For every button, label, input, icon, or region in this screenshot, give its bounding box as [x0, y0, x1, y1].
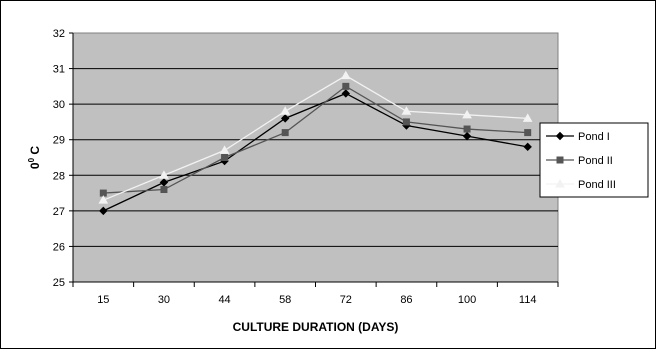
data-point	[462, 131, 472, 141]
y-tick-label: 31	[53, 64, 65, 76]
y-tick-label: 30	[53, 99, 65, 111]
legend-item: Pond III	[546, 178, 616, 191]
y-tick-label: 27	[53, 206, 65, 218]
x-tick-label: 114	[519, 294, 537, 306]
data-point	[99, 189, 107, 197]
data-point	[342, 82, 350, 90]
series-3	[98, 70, 533, 204]
data-point	[463, 125, 471, 133]
x-tick-label: 100	[458, 294, 476, 306]
legend-marker	[555, 131, 565, 141]
y-axis-title: 00 C	[27, 146, 42, 169]
y-tick-label: 26	[53, 241, 65, 253]
data-point	[160, 186, 168, 194]
data-point	[402, 118, 410, 126]
series-1	[99, 89, 532, 216]
data-point	[280, 106, 291, 115]
series-layer	[98, 70, 533, 216]
x-tick-label: 15	[97, 294, 109, 306]
legend-label: Pond II	[578, 155, 613, 167]
data-point	[341, 89, 351, 98]
series-line	[103, 85, 528, 194]
data-point	[523, 142, 532, 152]
y-axis-title-unit: C	[28, 146, 42, 158]
series-line	[103, 92, 528, 212]
x-tick-label: 58	[279, 294, 291, 306]
data-point	[219, 145, 230, 154]
x-tick-label: 86	[400, 294, 412, 306]
y-axis-title-superscript: 0	[27, 157, 36, 162]
data-point	[281, 129, 289, 137]
legend: Pond I Pond II Pond III	[539, 122, 649, 198]
x-axis-title: CULTURE DURATION (DAYS)	[233, 320, 399, 334]
legend-marker	[556, 156, 564, 164]
legend-item: Pond II	[546, 155, 613, 167]
y-tick-label: 29	[53, 135, 65, 147]
series-2	[99, 82, 532, 197]
data-point	[401, 106, 412, 115]
data-point	[524, 129, 532, 137]
data-point	[98, 195, 109, 204]
data-point	[522, 113, 533, 122]
y-tick-label: 25	[53, 277, 65, 289]
y-tick-label: 32	[53, 28, 65, 40]
y-tick-label: 28	[53, 170, 65, 182]
data-point	[99, 206, 108, 216]
data-point	[159, 178, 169, 187]
x-tick-label: 30	[158, 294, 170, 306]
legend-item: Pond I	[546, 131, 610, 143]
x-axis-ticks: 15 30 44 58 72 86 100 114	[72, 281, 559, 306]
legend-label: Pond I	[578, 131, 610, 143]
y-axis-title-base: 0	[28, 162, 42, 169]
plot-area	[72, 32, 559, 283]
data-point	[462, 109, 472, 119]
legend-label: Pond III	[578, 179, 616, 191]
data-point	[221, 154, 229, 161]
data-point	[280, 114, 290, 123]
legend-marker	[555, 178, 565, 188]
gridlines	[73, 68, 558, 247]
data-point	[159, 170, 169, 179]
y-axis-ticks: 25 26 27 28 29 30 31 32	[53, 28, 74, 289]
series-line	[103, 74, 528, 201]
x-tick-label: 44	[218, 294, 230, 306]
data-point	[340, 70, 351, 80]
x-tick-label: 72	[340, 294, 352, 306]
